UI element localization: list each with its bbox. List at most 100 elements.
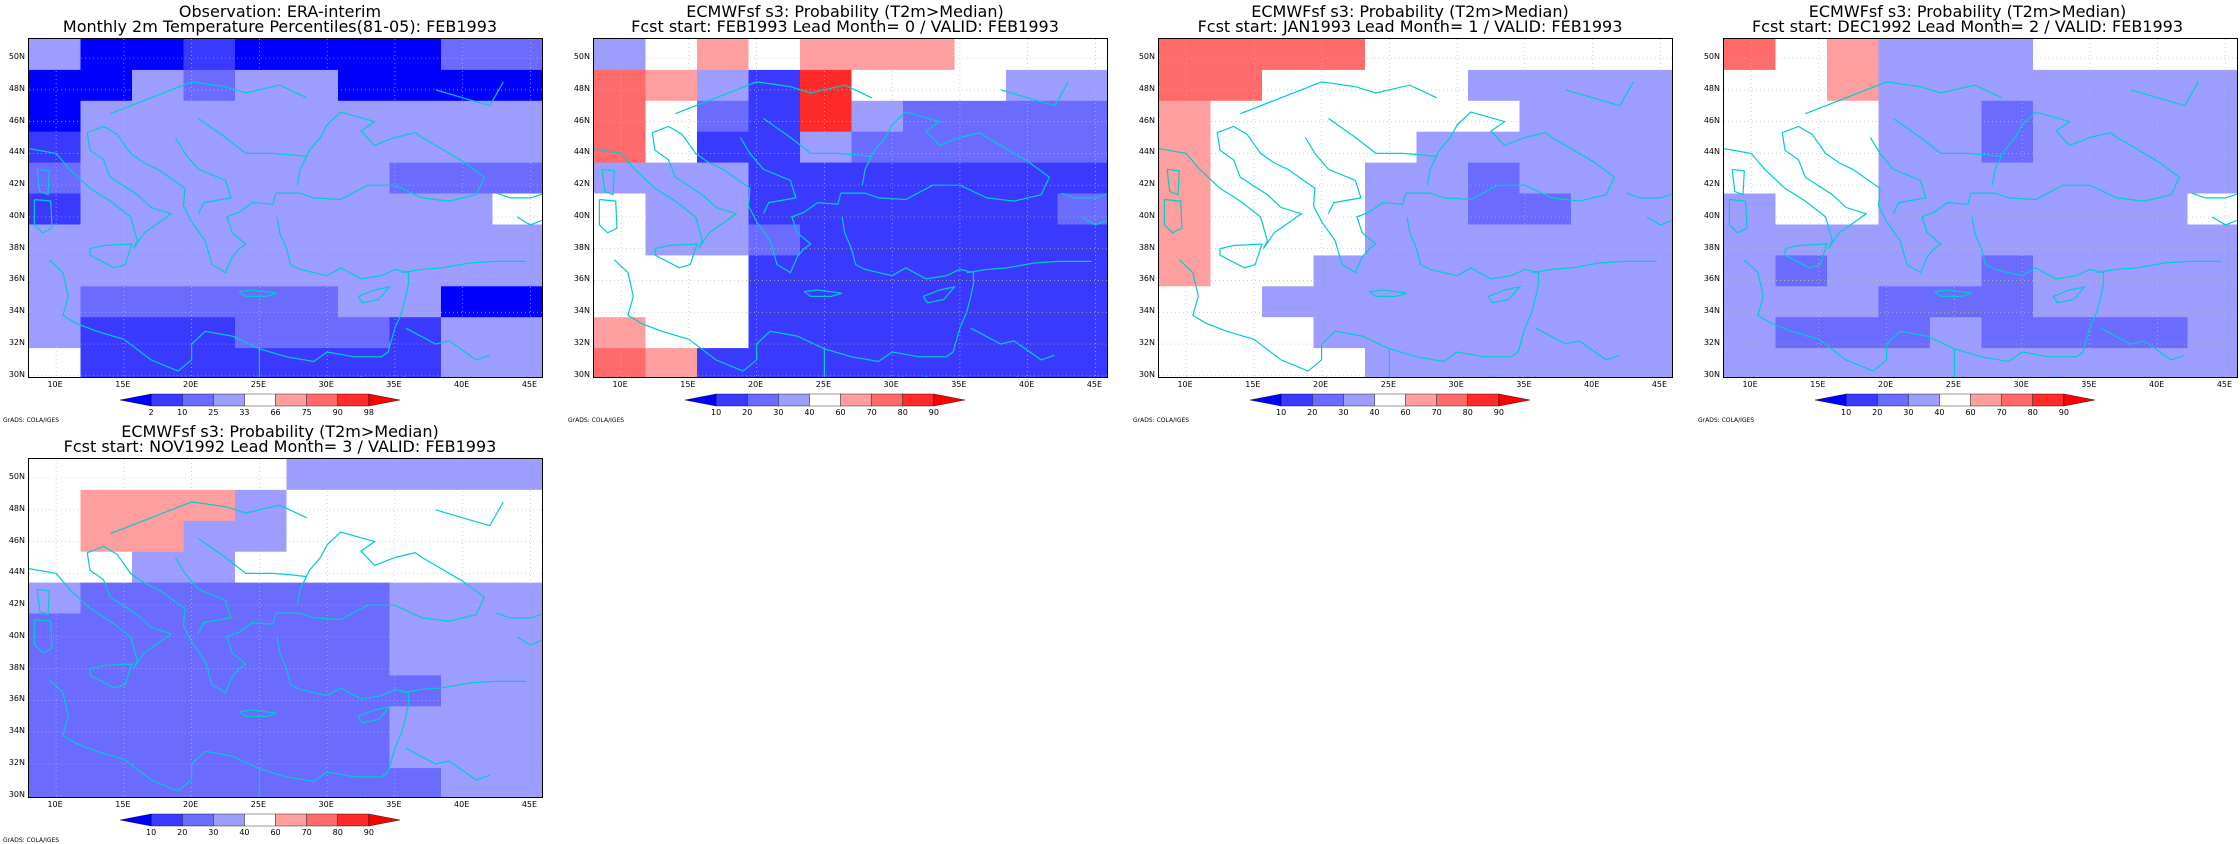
grid-cell <box>1416 39 1469 71</box>
grid-cell <box>80 675 133 707</box>
grid-cell <box>594 100 646 133</box>
grid-cell <box>1468 131 1520 164</box>
coastline <box>840 111 1051 202</box>
grid-cell <box>2136 224 2188 256</box>
grid-cell <box>492 706 542 738</box>
colorbar-tick-label: 80 <box>332 828 343 837</box>
longitude-label: 35E <box>386 380 402 389</box>
grid-cell <box>1057 131 1107 164</box>
coastline <box>1219 243 1263 269</box>
latitude-label: 38N <box>573 242 590 252</box>
grid-cell <box>29 193 81 225</box>
colorbar-swatch <box>306 393 338 407</box>
grid-cell <box>1724 131 1776 164</box>
latitude-label: 50N <box>1138 52 1155 62</box>
latitude-label: 44N <box>8 567 25 577</box>
coastline <box>238 709 278 717</box>
longitude-label: 45E <box>1086 380 1103 389</box>
grid-cell <box>1724 286 1776 318</box>
grid-cell <box>748 100 801 133</box>
grid-cell <box>1724 39 1776 71</box>
grid-cell <box>800 162 852 194</box>
map-frame <box>28 458 543 798</box>
latitude-label: 42N <box>8 179 25 189</box>
grid-cell <box>29 100 81 133</box>
grid-cell <box>954 69 1007 102</box>
coastline <box>435 501 504 527</box>
coastline <box>110 81 308 115</box>
coastline <box>1565 81 1634 107</box>
coastline <box>841 216 975 297</box>
coastline <box>1724 125 1868 250</box>
grid-cell <box>594 348 646 377</box>
grid-cell <box>1930 255 1982 287</box>
grid-cell <box>2136 39 2188 71</box>
grid-cell <box>1210 100 1263 133</box>
grid-cell <box>1930 224 1982 256</box>
grid-cell <box>338 551 390 584</box>
grid-cell <box>492 675 542 707</box>
grid-cell <box>132 131 184 164</box>
coastline <box>1178 259 1309 372</box>
grid-cell <box>132 644 184 676</box>
grid-cell <box>389 286 442 318</box>
longitude-label: 35E <box>951 380 967 389</box>
coastline <box>36 168 50 196</box>
colorbar <box>1814 393 2096 407</box>
colorbar <box>684 393 966 407</box>
grid-cell <box>235 644 287 676</box>
grid-cell <box>286 675 339 707</box>
map-panel-lead3: ECMWFsf s3: Probability (T2m>Median) Fcst… <box>0 420 560 844</box>
grid-cell <box>441 520 493 553</box>
grid-cell <box>389 224 442 256</box>
grid-cell <box>2033 69 2085 102</box>
grid-cell <box>29 348 81 377</box>
colorbar-tick-label: 30 <box>1903 408 1914 417</box>
grid-cell <box>441 131 493 164</box>
grid-cell <box>1159 317 1211 349</box>
coastline <box>1798 125 1972 274</box>
colorbar-swatch <box>1343 393 1375 407</box>
panel-title-line1: ECMWFsf s3: Probability (T2m>Median) <box>1251 2 1569 21</box>
grid-cell <box>1827 100 1879 133</box>
grid-cell <box>697 286 749 318</box>
grid-cell <box>441 551 493 584</box>
grid-cell <box>2084 162 2137 194</box>
coastline <box>496 612 542 646</box>
grid-cell <box>1930 100 1982 133</box>
grid-cell <box>954 162 1007 194</box>
grid-cell <box>1416 162 1469 194</box>
latitude-label: 32N <box>573 338 590 348</box>
grid-cell <box>748 69 801 102</box>
coastline <box>2096 260 2222 274</box>
colorbar-tick-label: 25 <box>208 408 219 417</box>
grid-cell <box>1006 69 1058 102</box>
grid-cell <box>183 69 236 102</box>
longitude-label: 25E <box>250 380 266 389</box>
grid-cell <box>1006 224 1058 256</box>
latitude-label: 50N <box>8 472 25 482</box>
grid-cell <box>1571 193 1623 225</box>
grid-cell <box>338 69 390 102</box>
grid-cell <box>1057 100 1107 133</box>
grid-cell <box>1006 255 1058 287</box>
grid-cell <box>1006 348 1058 377</box>
grid-cell <box>851 39 904 71</box>
grid-cell <box>1006 131 1058 164</box>
latitude-label: 48N <box>1138 83 1155 93</box>
grid-cell <box>1981 317 2034 349</box>
grid-cell <box>389 69 442 102</box>
longitude-label: 15E <box>1245 380 1261 389</box>
grid-cell <box>389 768 442 797</box>
coastline <box>110 501 308 535</box>
grid-cell <box>903 193 955 225</box>
grid-cell <box>80 768 133 797</box>
grid-cell <box>183 675 236 707</box>
grid-cell <box>1930 39 1982 71</box>
map-panel-observation: Observation: ERA-interim Monthly 2m Tempe… <box>0 0 560 424</box>
grid-cell <box>2033 39 2085 71</box>
grid-cell <box>697 39 749 71</box>
grid-cell <box>235 768 287 797</box>
coastline <box>1159 125 1303 250</box>
grid-cell <box>80 255 133 287</box>
